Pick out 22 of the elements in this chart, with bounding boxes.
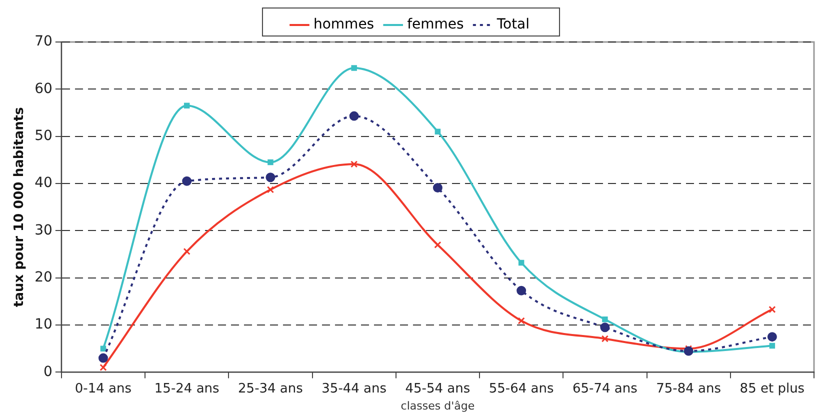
y-tick-label: 10 [34,316,52,333]
y-tick-label: 60 [34,80,52,97]
y-tick-label: 70 [34,34,52,50]
legend-label: Total [496,16,530,33]
x-tick-label: 15-24 ans [154,381,220,396]
x-tick-label: 45-54 ans [405,381,470,396]
y-tick-label: 30 [34,222,52,238]
y-tick-label: 20 [34,270,52,286]
x-tick-label: 85 et plus [740,381,805,396]
y-tick-label: 40 [34,175,52,192]
x-tick-label: 0-14 ans [74,381,132,396]
x-tick-label: 65-74 ans [572,381,638,396]
legend-label: femmes [407,16,464,33]
legend-label: hommes [313,16,374,33]
x-tick-label: 35-44 ans [322,381,387,396]
x-tick-label: 55-64 ans [488,381,554,396]
y-tick-label: 0 [43,364,52,380]
x-tick-label: 25-34 ans [238,381,304,396]
x-tick-label: 75-84 ans [656,381,722,396]
x-axis-title: classes d'âge [400,399,475,412]
y-tick-label: 50 [34,128,52,144]
y-axis-title: taux pour 10 000 habitants [12,106,28,308]
